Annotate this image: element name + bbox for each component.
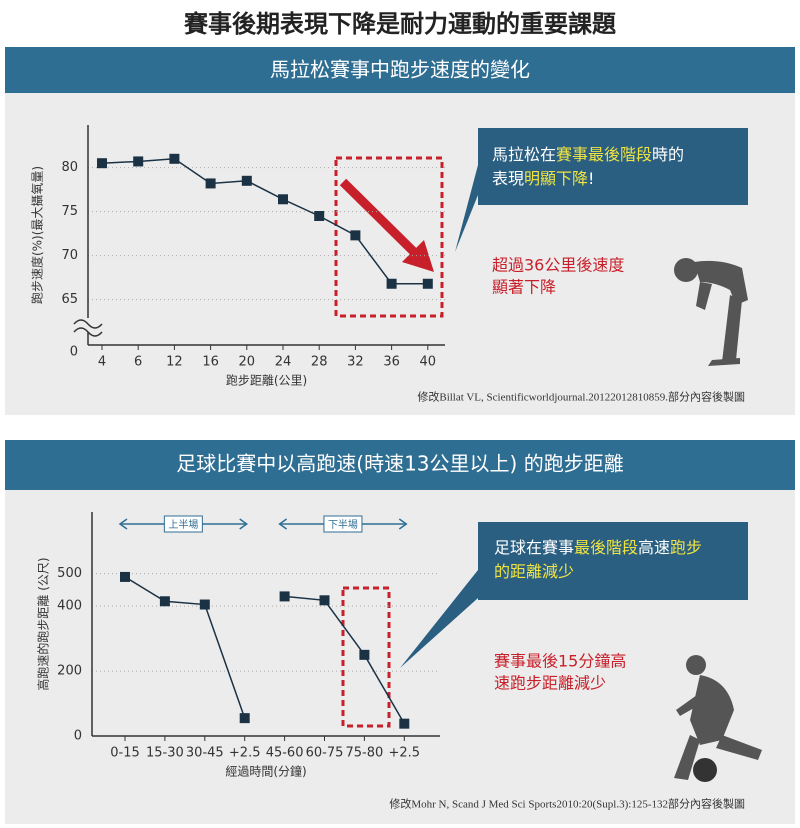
callout-segment: 馬拉松在 [492, 145, 556, 164]
highlight-box [341, 586, 391, 728]
x-tick-label: 30-45 [186, 746, 224, 761]
period-arrow-head [278, 518, 408, 530]
annotation: 顯著下降 [492, 278, 556, 297]
panel-title: 馬拉松賽事中跑步速度的變化 [270, 58, 530, 82]
data-point [399, 718, 410, 729]
y-tick-label: 0 [74, 729, 82, 744]
series-line [284, 595, 405, 725]
annotation: 超過36公里後速度 [492, 256, 624, 275]
source-note: 修改Billat VL, Scientificworldjournal.2012… [417, 390, 745, 404]
annotation: 速跑步距離減少 [494, 674, 606, 693]
y-tick-label: 80 [61, 160, 78, 175]
data-point [386, 278, 397, 289]
y-tick-label: 65 [61, 292, 78, 307]
panel-title: 足球比賽中以高跑速(時速13公里以上) 的跑步距離 [176, 452, 623, 476]
x-axis-label: 跑步距離(公里) [226, 374, 307, 388]
legend-label: 上半場 [168, 518, 198, 531]
callout-segment: 表現 [492, 169, 524, 188]
x-tick-label: 15-30 [146, 746, 184, 761]
callout-segment: 的距離減少 [494, 562, 574, 581]
y-tick-label: 0 [70, 345, 78, 360]
y-axis-label: 跑步速度(%)(最大攝氧量) [30, 166, 45, 304]
data-point [314, 211, 325, 221]
data-point [97, 158, 107, 169]
player-silhouette [674, 655, 762, 782]
legend-label: 下半場 [328, 518, 358, 531]
callout-text: 表現明顯下降! [492, 169, 594, 188]
arrow [339, 178, 422, 260]
x-tick-label: 75-80 [346, 746, 384, 761]
x-tick-label: 45-60 [266, 746, 304, 761]
callout-segment: 最後階段 [574, 538, 638, 557]
callout-segment: ! [588, 169, 594, 188]
x-tick-label: 40 [420, 355, 437, 370]
x-tick-label: 12 [166, 355, 183, 370]
x-tick-label: 4 [98, 355, 106, 370]
runner-silhouette [674, 258, 748, 366]
callout-box [478, 128, 748, 205]
series-line [101, 158, 428, 285]
data-point [239, 713, 250, 724]
y-tick-label: 200 [57, 664, 82, 679]
period-arrow-head [118, 518, 248, 530]
panel-header [5, 440, 795, 490]
data-point [169, 153, 180, 164]
highlight-box [334, 156, 444, 318]
callout-box [478, 522, 748, 600]
callout-text: 的距離減少 [494, 562, 574, 581]
y-tick-label: 70 [61, 248, 78, 263]
source-note: 修改Mohr N, Scand J Med Sci Sports2010:20(… [389, 797, 745, 811]
callout-segment: 時的 [652, 145, 684, 164]
callout-segment: 賽事最後階段 [556, 145, 652, 164]
panel-header [5, 47, 795, 93]
data-point [278, 194, 288, 205]
x-tick-label: 28 [311, 355, 328, 370]
x-tick-label: 16 [202, 355, 219, 370]
data-point [319, 595, 330, 606]
x-axis-label: 經過時間(分鐘) [225, 764, 306, 779]
legend-box [163, 515, 203, 533]
data-point [120, 571, 130, 582]
x-tick-label: 0-15 [110, 746, 140, 761]
data-point [133, 156, 144, 167]
data-point [241, 175, 252, 186]
y-tick-label: 75 [61, 204, 78, 219]
x-tick-label: +2.5 [229, 746, 261, 761]
callout-text: 足球在賽事最後階段高速跑步 [494, 538, 702, 557]
data-point [350, 230, 361, 241]
data-point [359, 649, 370, 660]
axis-break [73, 319, 103, 337]
x-tick-label: 6 [134, 355, 142, 370]
callout-pointer [400, 570, 478, 668]
callout-pointer [455, 165, 478, 252]
series-line [124, 576, 246, 719]
x-tick-label: 32 [347, 355, 364, 370]
callout-text: 馬拉松在賽事最後階段時的 [492, 145, 684, 164]
page-title: 賽事後期表現下降是耐力運動的重要課題 [183, 10, 617, 38]
data-point [279, 591, 290, 602]
arrow-head [402, 240, 434, 272]
x-tick-label: 60-75 [306, 746, 344, 761]
callout-segment: 明顯下降 [524, 169, 588, 188]
legend-box [323, 515, 363, 533]
callout-segment: 跑步 [670, 538, 702, 557]
y-tick-label: 500 [57, 566, 82, 581]
data-point [205, 178, 216, 189]
y-axis-label: 高跑速的跑步距離 (公尺) [36, 557, 51, 690]
y-tick-label: 400 [57, 599, 82, 614]
x-tick-label: 36 [383, 355, 400, 370]
data-point [199, 599, 210, 610]
data-point [159, 596, 170, 607]
x-tick-label: 24 [275, 355, 292, 370]
data-point [422, 278, 433, 289]
x-tick-label: +2.5 [389, 746, 421, 761]
callout-segment: 足球在賽事 [494, 538, 574, 557]
callout-segment: 高速 [638, 538, 670, 557]
annotation: 賽事最後15分鐘高 [494, 652, 626, 671]
x-tick-label: 20 [239, 355, 256, 370]
